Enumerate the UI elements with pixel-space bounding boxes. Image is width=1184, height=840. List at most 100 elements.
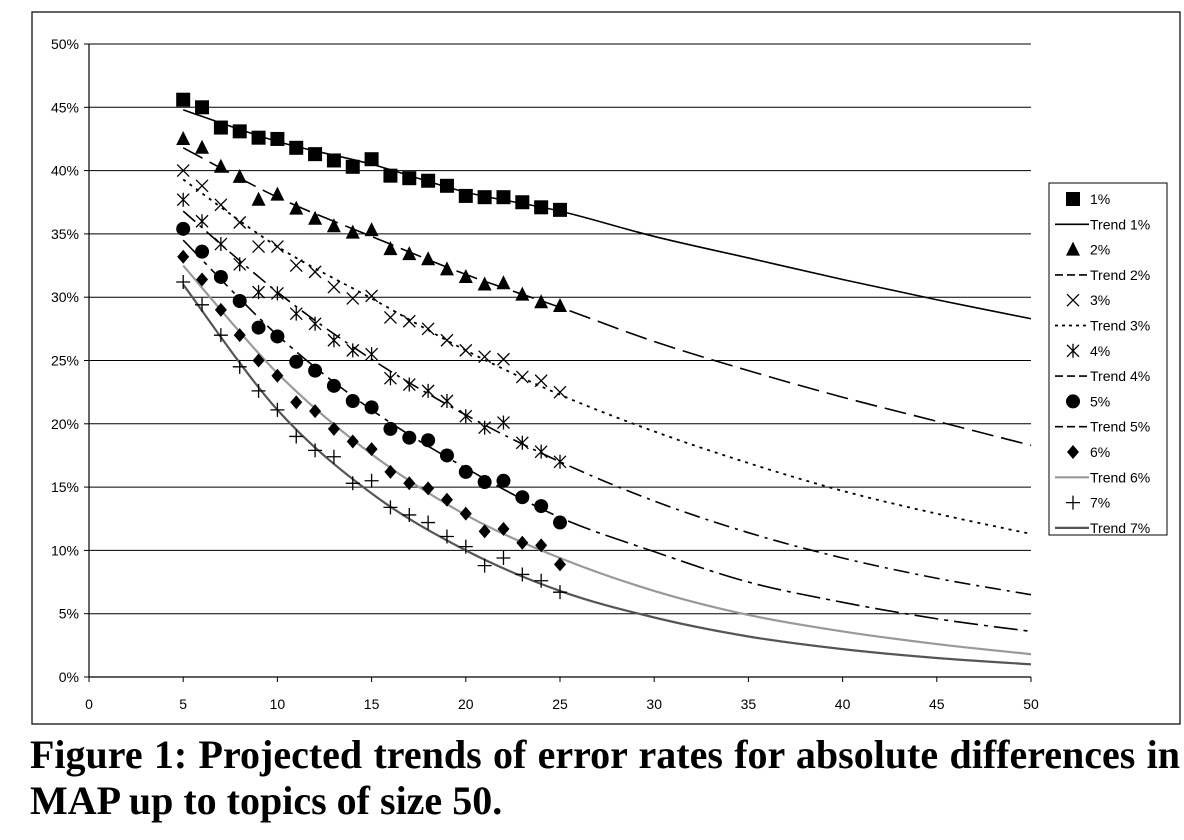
axes [84,43,1032,682]
gridlines [89,43,1031,678]
data-point-x [195,179,209,193]
data-point-asterisk [402,377,416,392]
data-point-x [515,370,529,384]
data-point-triangle [477,276,492,291]
data-point-diamond [271,368,284,383]
data-point-plus [496,550,511,565]
data-point-circle [326,378,341,393]
legend-marker [1066,241,1080,256]
data-point-asterisk [497,415,510,430]
legend-marker [1066,293,1080,307]
data-point-diamond [290,395,303,410]
data-point-asterisk [365,347,379,362]
legend-label: Trend 5% [1090,419,1150,435]
data-point-plus [553,585,567,600]
data-point-circle [421,433,436,448]
data-point-x [402,314,416,328]
data-point-triangle [232,168,247,183]
data-point-circle [402,430,417,445]
data-point-asterisk [195,214,209,229]
data-point-triangle [195,139,210,154]
data-point-triangle [364,222,379,237]
legend-label: 3% [1090,292,1110,308]
data-point-triangle [270,186,285,201]
data-point-triangle [383,241,398,256]
legend-label: 5% [1090,393,1110,409]
data-point-square [421,173,436,188]
data-point-diamond [497,521,510,536]
data-point-square [270,131,285,146]
data-point-plus [251,383,266,398]
data-point-triangle [439,261,454,276]
data-point-circle [176,221,191,236]
data-point-asterisk [270,286,284,301]
data-point-square [289,140,304,155]
data-point-plus [458,539,473,554]
data-point-triangle [458,268,473,283]
data-point-asterisk [459,409,473,424]
data-point-x [176,164,190,178]
y-tick-label: 40% [51,163,79,179]
y-tick-label: 0% [59,669,79,685]
data-point-square [477,190,492,205]
trend-line [182,109,1032,320]
legend: 1% Trend 1% 2% Trend 2% 3% Trend 3% 4% Trend 4%… [1048,182,1168,536]
data-point-asterisk [252,285,266,300]
data-point-asterisk [478,420,492,435]
data-point-diamond [535,538,548,553]
legend-label: 1% [1090,191,1110,207]
data-point-square [345,159,360,174]
x-tick-label: 40 [835,696,851,712]
data-point-circle [195,244,210,259]
data-point-circle [270,329,285,344]
data-point-circle [251,320,266,335]
data-point-plus [176,275,191,290]
data-point-plus [534,573,549,588]
trend-line [182,283,1032,666]
data-point-plus [289,429,304,444]
data-point-square [383,168,398,183]
data-point-plus [232,359,247,374]
data-point-circle [383,421,398,436]
data-point-triangle [421,251,436,266]
data-point-triangle [251,191,266,206]
data-point-square [553,202,567,217]
data-point-plus [515,567,530,582]
data-point-diamond [346,434,359,449]
legend-label: Trend 4% [1090,368,1150,384]
legend-label: 6% [1090,444,1110,460]
x-tick-label: 45 [929,696,945,712]
data-point-asterisk [327,333,341,348]
data-point-circle [232,293,247,308]
x-tick-label: 50 [1023,696,1039,712]
data-point-circle [534,499,549,514]
data-point-diamond [252,353,265,368]
data-point-plus [402,507,417,522]
data-point-diamond [365,442,378,457]
data-point-asterisk [346,343,360,358]
x-tick-labels: 0 5 10 15 20 25 30 35 40 45 50 [85,696,1039,712]
data-point-x [421,322,435,336]
y-tick-label: 5% [59,606,79,622]
data-point-circle [364,400,379,415]
y-tick-label: 45% [51,99,79,115]
y-tick-label: 15% [51,479,79,495]
legend-marker [1066,343,1080,358]
data-point-diamond [327,421,340,436]
data-markers [176,92,567,600]
data-point-triangle [402,246,417,261]
data-point-triangle [515,286,530,301]
data-point-circle [439,448,454,463]
data-point-diamond [214,302,227,317]
data-point-x [478,350,492,364]
chart-frame [31,11,1181,725]
data-point-circle [496,473,511,488]
data-point-square [176,92,191,107]
data-point-asterisk [553,454,567,469]
x-tick-label: 30 [646,696,662,712]
data-point-x [270,240,284,254]
data-point-x [459,343,473,357]
x-tick-label: 10 [270,696,286,712]
x-tick-label: 15 [364,696,380,712]
legend-label: Trend 7% [1090,520,1150,536]
